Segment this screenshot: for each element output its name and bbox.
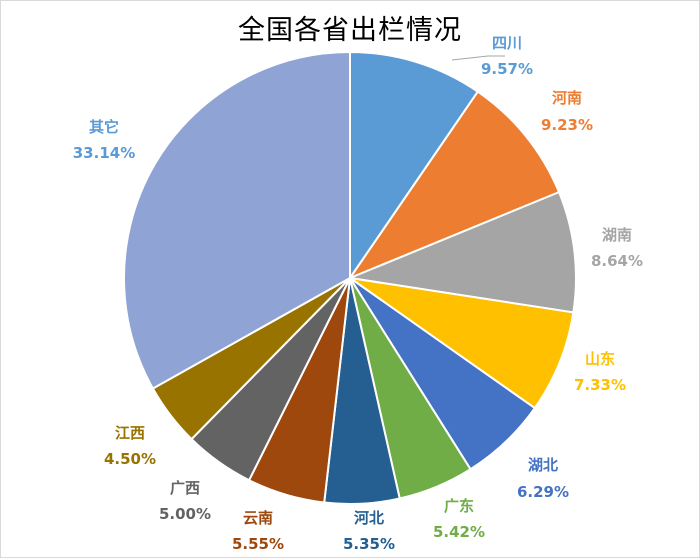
slice-name-label: 江西 [115, 424, 145, 442]
slice-name-label: 河北 [354, 509, 384, 527]
slice-value-label: 9.57% [481, 60, 533, 78]
slice-name-label: 河南 [552, 89, 582, 107]
slice-value-label: 4.50% [104, 450, 156, 468]
slice-value-label: 7.33% [574, 376, 626, 394]
pie-slice-11 [123, 50, 351, 390]
slice-name-label: 湖北 [528, 456, 558, 474]
pie-slice-2 [347, 90, 561, 281]
slice-name-label: 云南 [243, 509, 273, 527]
slice-name-label: 山东 [585, 350, 615, 368]
pie-slice-4 [349, 277, 575, 410]
slice-name-label: 广东 [444, 497, 474, 515]
slice-value-label: 9.23% [541, 116, 593, 134]
pie-slice-3 [346, 190, 577, 314]
pie-slice-1 [349, 50, 480, 282]
slice-value-label: 6.29% [517, 483, 569, 501]
slice-value-label: 5.55% [232, 535, 284, 553]
slice-name-label: 四川 [492, 34, 522, 52]
slice-value-label: 33.14% [73, 144, 135, 162]
slice-name-label: 其它 [89, 118, 119, 136]
slice-value-label: 5.00% [159, 505, 211, 523]
label-leader-line [451, 55, 505, 61]
slice-value-label: 5.35% [343, 535, 395, 553]
slice-value-label: 5.42% [433, 523, 485, 541]
slice-name-label: 广西 [170, 479, 200, 497]
slice-name-label: 湖南 [602, 226, 632, 244]
chart-title: 全国各省出栏情况 [238, 15, 462, 46]
slice-value-label: 8.64% [591, 252, 643, 270]
